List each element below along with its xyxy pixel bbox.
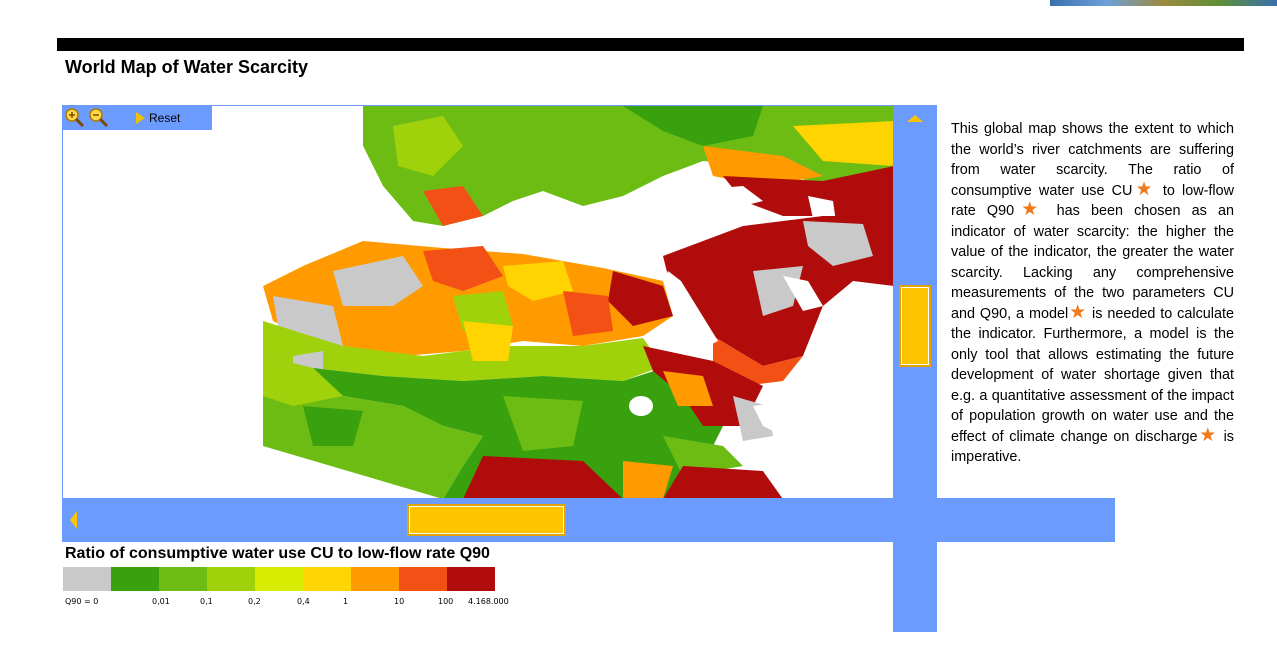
legend-swatch [303,567,351,591]
legend-tick-label: 10 [394,597,405,606]
europe-region [363,106,894,226]
legend-swatch [159,567,207,591]
legend-tick-label: Q90 = 0 [65,597,99,606]
legend-swatch [399,567,447,591]
legend-tick-label: 0,1 [200,597,213,606]
zoom-out-icon[interactable] [88,107,110,129]
header-bar [57,38,1244,51]
legend-tick-label: 0,4 [297,597,310,606]
map-description: This global map shows the extent to whic… [951,121,1234,465]
legend-tick-label: 0,01 [152,597,170,606]
legend-swatch [255,567,303,591]
page-title: World Map of Water Scarcity [65,57,309,77]
vertical-scrollbar[interactable] [893,105,937,632]
info-star-icon[interactable]: ★ [1197,424,1218,446]
legend-swatch [207,567,255,591]
legend-color-scale [63,567,495,591]
horizontal-scrollbar[interactable] [62,498,1115,542]
reset-button[interactable]: Reset [136,109,180,127]
legend-swatch [111,567,159,591]
corner-thumbnail-image [1050,0,1277,6]
info-star-icon[interactable]: ★ [1014,199,1046,220]
info-star-icon[interactable]: ★ [1068,301,1088,323]
legend-tick-label: 4.168.000 [468,597,509,606]
map-viewport[interactable] [62,105,895,500]
water-scarcity-map [63,106,894,499]
map-toolbar: Reset [62,105,212,130]
legend-tick-label: 0,2 [248,597,261,606]
zoom-in-icon[interactable] [64,107,86,129]
play-arrow-icon [136,112,145,124]
legend-tick-label: 1 [343,597,349,606]
legend-swatch [351,567,399,591]
vertical-scroll-thumb[interactable] [899,285,931,367]
legend-swatch [63,567,111,591]
scroll-up-arrow-icon[interactable] [907,115,923,122]
legend-swatch [447,567,495,591]
horizontal-scroll-thumb[interactable] [407,504,566,536]
reset-label: Reset [149,111,181,125]
scroll-left-arrow-icon[interactable] [70,511,77,529]
legend-title: Ratio of consumptive water use CU to low… [65,545,490,562]
legend-tick-label: 100 [438,597,454,606]
info-star-icon[interactable]: ★ [1132,178,1156,200]
